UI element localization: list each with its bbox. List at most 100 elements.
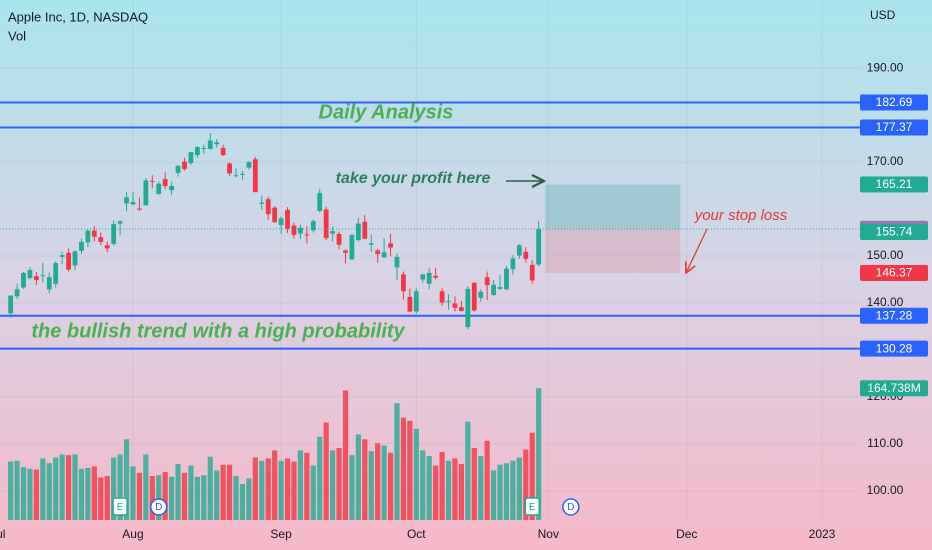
volume-bar [355, 434, 361, 520]
volume-bar [143, 454, 149, 520]
volume-bar [194, 476, 200, 520]
volume-bar [111, 457, 117, 520]
volume-bar [78, 468, 85, 520]
candle-body [175, 165, 181, 173]
volume-bar [181, 472, 188, 520]
candle-body [446, 301, 451, 303]
volume-bar [272, 450, 278, 520]
event-icon [524, 497, 540, 516]
y-tick-label: 150.00 [867, 248, 904, 262]
candle-body [343, 250, 348, 253]
candle-body [33, 276, 39, 280]
candle-body [310, 221, 316, 231]
volume-bar [278, 460, 284, 520]
volume-bar [40, 458, 46, 520]
event-icon [562, 498, 580, 516]
level-label-box [860, 307, 928, 324]
candle-body [394, 256, 400, 268]
candle-body [66, 252, 71, 270]
candle-body [8, 295, 14, 314]
volume-bar [407, 420, 413, 520]
event-label: E [117, 502, 124, 513]
candle-body [117, 221, 123, 224]
x-tick-label: Dec [676, 527, 697, 541]
volume-bar [59, 454, 65, 520]
volume-bar [46, 463, 52, 520]
volume-bar [85, 468, 91, 520]
candle-body [407, 296, 413, 312]
candle-body [79, 241, 84, 251]
x-tick-label: Nov [538, 527, 559, 541]
candle-body [291, 225, 297, 235]
axis-layer: 100.00110.00120.00140.00150.00170.00190.… [0, 60, 928, 541]
target-label: 165.21 [876, 177, 913, 191]
candle-body [233, 175, 239, 177]
candle-body [478, 291, 484, 298]
volume-bar [478, 456, 484, 520]
volume-bar [484, 440, 490, 520]
stop-label-box [860, 265, 928, 282]
volume-label: 164.738M [867, 381, 920, 395]
candle-body [516, 245, 522, 256]
volume-bar [445, 460, 452, 520]
candle-body [27, 270, 33, 279]
candle-body [194, 147, 200, 156]
target-zone [545, 184, 681, 229]
candle-body [471, 282, 477, 311]
candle-body [265, 199, 271, 215]
level-label: 137.28 [876, 308, 913, 322]
candle-body [156, 183, 162, 195]
volume-bar [516, 457, 522, 520]
annotations: Daily Analysis take your profit here you… [31, 101, 787, 342]
back-layer [0, 0, 860, 520]
level-label: 182.69 [876, 95, 913, 109]
stop-arrow [686, 228, 708, 273]
volume-bar [362, 439, 368, 520]
candle-body [497, 287, 503, 289]
candle-body [259, 202, 265, 204]
candle-body [240, 173, 245, 175]
volume-bar [394, 403, 400, 520]
volume-bar [226, 464, 233, 520]
volume-label-box [860, 380, 928, 397]
level-label: 177.37 [876, 120, 913, 134]
volume-bar [523, 449, 529, 520]
x-tick-label: Oct [407, 527, 426, 541]
volume-bar [387, 452, 394, 520]
volume-bar [169, 476, 175, 520]
volume-bar [233, 476, 239, 520]
symbol-title: Apple Inc, 1D, NASDAQ [8, 9, 148, 24]
price-label: 155.74 [876, 225, 913, 239]
y-tick-label: 170.00 [867, 154, 904, 168]
volume-bar [259, 460, 265, 520]
volume-bar [349, 455, 355, 520]
candle-body [53, 263, 59, 284]
volume-bar [201, 475, 207, 520]
candle-body [130, 201, 136, 205]
x-tick-label: Aug [122, 527, 143, 541]
candle-body [323, 209, 329, 239]
annotation-stop: your stop loss [694, 207, 788, 224]
volume-bar [336, 448, 342, 520]
candle-body [465, 288, 471, 327]
candle-body [336, 233, 342, 245]
volume-bar [14, 460, 20, 520]
volume-bar [426, 456, 432, 520]
volume-bar [53, 457, 59, 520]
volume-bar [297, 450, 304, 520]
candle-body [21, 272, 26, 288]
candle-body [40, 275, 46, 277]
candle-body [124, 197, 129, 204]
volume-bar [400, 417, 407, 520]
volume-bar [284, 458, 291, 520]
candle-body [433, 275, 439, 278]
volume-bar [330, 450, 336, 520]
volume-bar [214, 470, 220, 520]
candle-body [137, 208, 142, 210]
candle-body [426, 272, 432, 284]
level-label-box [860, 340, 928, 357]
volume-title: Vol [8, 28, 26, 43]
candle-body [252, 159, 258, 193]
volume-bar [381, 445, 387, 520]
volume-bar [368, 451, 374, 520]
